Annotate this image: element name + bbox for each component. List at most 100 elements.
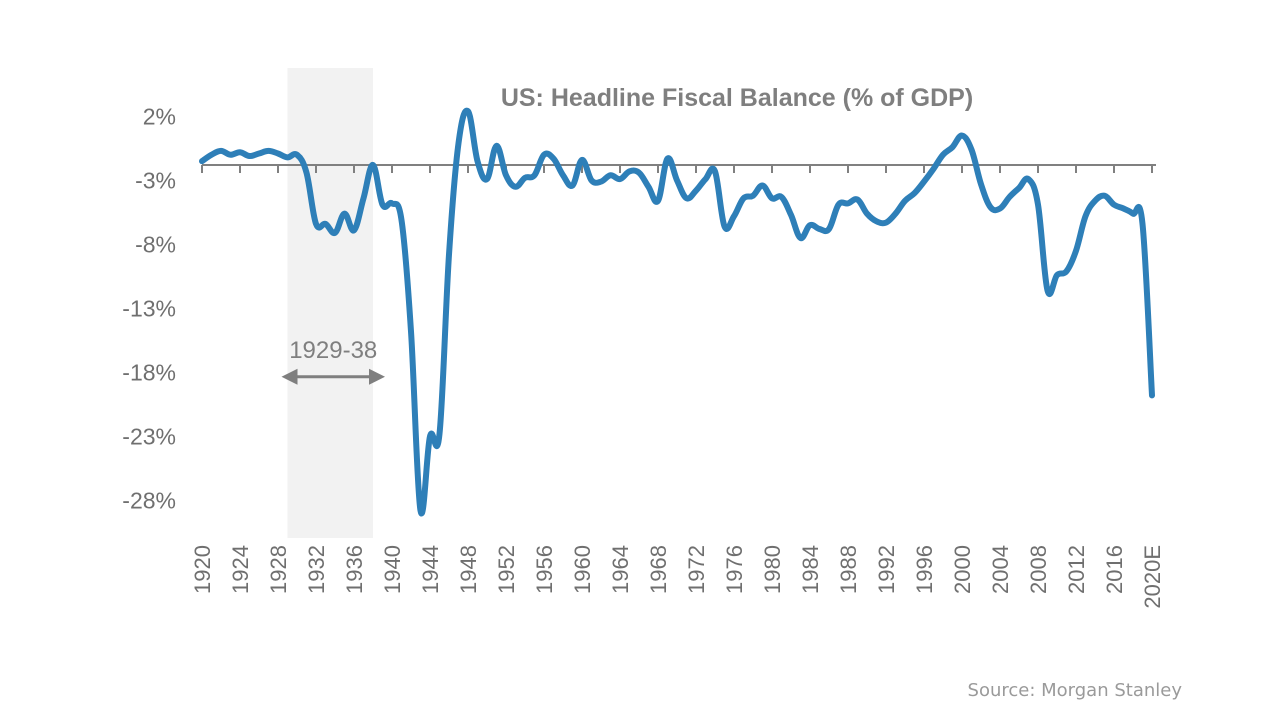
data-point: [599, 180, 603, 184]
x-tick-label: 2012: [1064, 545, 1089, 594]
data-point: [514, 185, 518, 189]
arrow-left-icon: [281, 368, 298, 385]
data-point: [257, 151, 261, 155]
data-point: [580, 158, 584, 162]
data-point: [694, 189, 698, 193]
x-tick-label: 1996: [912, 545, 937, 594]
data-point: [371, 163, 375, 167]
data-point: [799, 236, 803, 240]
data-point: [267, 149, 271, 153]
data-point: [922, 180, 926, 184]
y-tick-label: -3%: [135, 167, 176, 193]
data-point: [428, 434, 432, 438]
x-tick-label: 1984: [798, 545, 823, 594]
data-point: [998, 207, 1002, 211]
arrow-right-icon: [369, 368, 385, 385]
x-tick-label: 2008: [1026, 545, 1051, 594]
data-point: [1027, 177, 1031, 181]
x-tick-label: 1968: [646, 545, 671, 594]
x-tick-label: 1948: [456, 545, 481, 594]
x-tick-label: 2020E: [1140, 545, 1165, 609]
data-point: [818, 227, 822, 231]
x-tick-label: 1952: [494, 545, 519, 594]
y-axis-tick-labels: 2% -3% -8% -13% -18% -23% -28%: [122, 103, 176, 513]
data-point: [761, 183, 765, 187]
data-point: [637, 171, 641, 175]
x-tick-label: 2004: [988, 545, 1013, 594]
data-point: [381, 203, 385, 207]
data-point: [704, 177, 708, 181]
data-point: [856, 198, 860, 202]
data-point: [1008, 195, 1012, 199]
x-tick-label: 1940: [380, 545, 405, 594]
data-point: [989, 205, 993, 209]
data-point: [447, 253, 451, 257]
source-note: Source: Morgan Stanley: [967, 680, 1182, 701]
shaded-region-1929-38: [287, 68, 373, 538]
data-point: [1017, 186, 1021, 190]
y-tick-label: -23%: [122, 423, 176, 449]
data-point: [1103, 194, 1107, 198]
data-point: [333, 231, 337, 235]
data-point: [295, 153, 299, 157]
data-point: [542, 153, 546, 157]
data-point: [438, 432, 442, 436]
data-point: [561, 173, 565, 177]
data-point: [647, 185, 651, 189]
x-tick-label: 1960: [570, 545, 595, 594]
data-point: [210, 153, 214, 157]
data-point: [485, 177, 489, 181]
data-point: [324, 222, 328, 226]
x-tick-label: 1944: [418, 545, 443, 594]
x-tick-label: 2016: [1102, 545, 1127, 594]
data-point: [723, 224, 727, 228]
data-point: [571, 183, 575, 187]
x-tick-label: 1976: [722, 545, 747, 594]
series-line-fiscal-balance: [199, 107, 1155, 517]
data-point: [894, 212, 898, 216]
data-point: [200, 159, 204, 163]
data-point: [675, 178, 679, 182]
x-tick-label: 1936: [342, 545, 367, 594]
data-point: [495, 144, 499, 148]
data-point: [903, 199, 907, 203]
annotation-1929-38: 1929-38: [281, 337, 385, 385]
data-point: [238, 150, 242, 154]
data-point: [286, 155, 290, 159]
x-tick-label: 2000: [950, 545, 975, 594]
x-tick-label: 1920: [190, 545, 215, 594]
data-point: [837, 203, 841, 207]
data-point: [419, 509, 423, 513]
data-point: [846, 201, 850, 205]
data-point: [780, 195, 784, 199]
data-point: [476, 159, 480, 163]
data-point: [618, 177, 622, 181]
data-point: [713, 169, 717, 173]
y-tick-label: 2%: [143, 103, 176, 129]
data-point: [884, 221, 888, 225]
data-point: [504, 173, 508, 177]
data-point: [276, 151, 280, 155]
data-point: [865, 212, 869, 216]
data-point: [656, 199, 660, 203]
data-point: [951, 145, 955, 149]
data-point: [1084, 214, 1088, 218]
x-axis-tick-labels: 1920 1924 1928 1932 1936 1940 1944 1948 1952 1956…: [190, 545, 1165, 609]
data-point: [523, 176, 527, 180]
x-tick-label: 1964: [608, 545, 633, 594]
data-point: [400, 218, 404, 222]
data-point: [457, 141, 461, 145]
data-point: [466, 109, 470, 113]
x-tick-label: 1992: [874, 545, 899, 594]
data-point: [941, 153, 945, 157]
x-tick-label: 1988: [836, 545, 861, 594]
data-point: [305, 171, 309, 175]
x-tick-label: 1932: [304, 545, 329, 594]
annotation-label: 1929-38: [289, 337, 377, 364]
data-point: [552, 157, 556, 161]
data-point: [1122, 207, 1126, 211]
data-point: [362, 196, 366, 200]
data-point: [789, 213, 793, 217]
data-point: [1055, 273, 1059, 277]
